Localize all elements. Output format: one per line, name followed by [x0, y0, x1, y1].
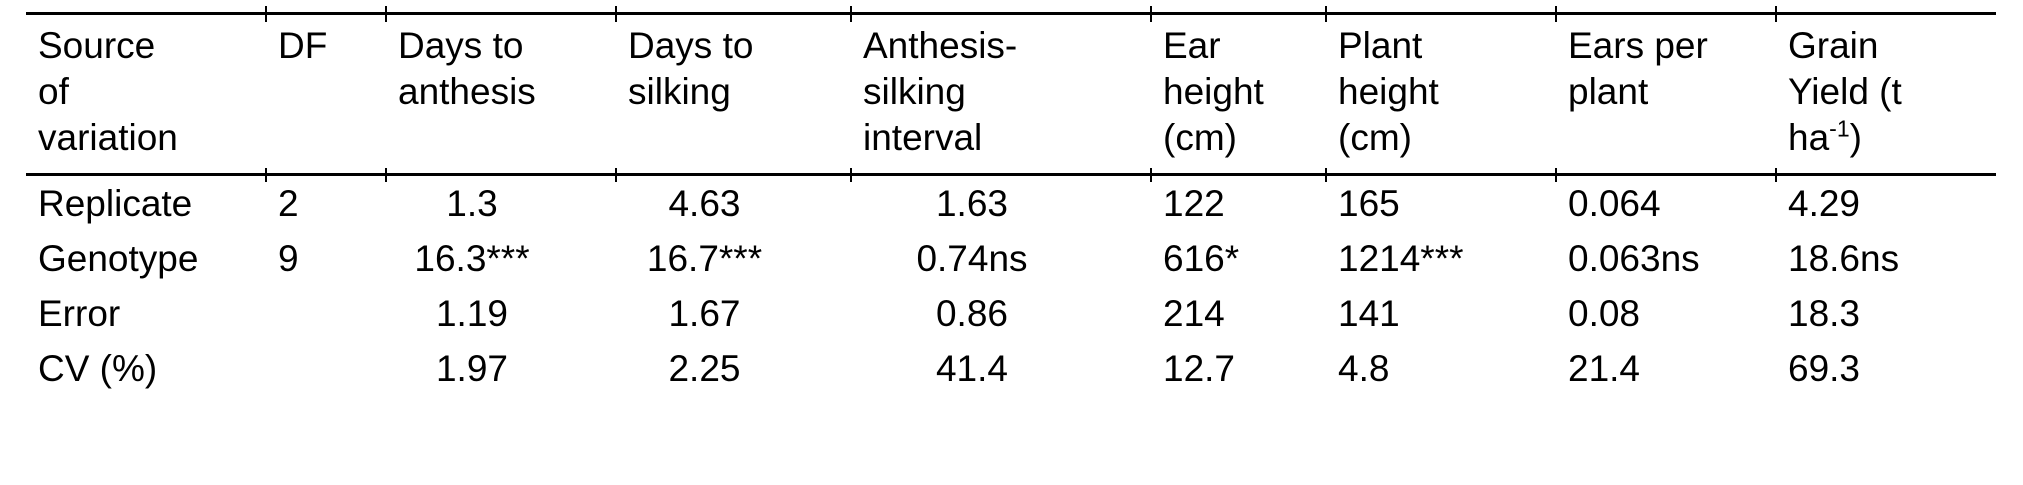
- col-header-days-to-anthesis: Days to anthesis: [385, 4, 616, 175]
- col-header-ears-per-plant: Ears per plant: [1555, 4, 1776, 175]
- table-cell: 0.064: [1555, 166, 1776, 232]
- table-row-cv: CV (%) 1.97 2.25 41.4 12.7 4.8 21.4 69.3: [26, 341, 1996, 396]
- table-cell: 69.3: [1788, 348, 1861, 389]
- table-cell: Replicate: [38, 183, 193, 224]
- table-cell: 165: [1325, 166, 1556, 232]
- anova-table: Source of variation DF Days to anthesis …: [26, 4, 1996, 396]
- table-header-row: Source of variation DF Days to anthesis …: [26, 4, 1996, 175]
- table-cell: 2.25: [668, 348, 741, 389]
- col-header-source-of-variation: Source of variation: [38, 25, 178, 158]
- table-cell: 16.3***: [414, 238, 530, 279]
- col-header-df: DF: [265, 4, 386, 175]
- table-cell: 214: [1163, 293, 1225, 334]
- table-cell: 0.063ns: [1568, 238, 1700, 279]
- table-cell: 4.63: [615, 166, 851, 232]
- table-cell: 1.19: [435, 293, 508, 334]
- table-cell: 1214***: [1338, 238, 1464, 279]
- table-cell: 12.7: [1163, 348, 1236, 389]
- table-cell: Genotype: [38, 238, 199, 279]
- superscript-minus-one: -1: [1829, 115, 1850, 142]
- table-cell: 2: [265, 166, 386, 232]
- table-cell: 1.97: [435, 348, 508, 389]
- table-container: Source of variation DF Days to anthesis …: [26, 4, 1996, 396]
- table-cell: Error: [38, 293, 121, 334]
- col-header-grain-yield: Grain Yield (t ha-1): [1775, 4, 1996, 175]
- table-row-replicate: Replicate 2 1.3 4.63 1.63 122 165 0.064 …: [26, 166, 1996, 232]
- table-cell: 1.63: [850, 166, 1151, 232]
- table-cell: 41.4: [935, 348, 1008, 389]
- table-cell: 122: [1150, 166, 1326, 232]
- grain-yield-label: Grain Yield (t ha-1): [1788, 25, 1902, 158]
- table-cell: 0.74ns: [916, 238, 1028, 279]
- table-cell: 1.3: [385, 166, 616, 232]
- col-header-anthesis-silking-interval: Anthesis-silking interval: [850, 4, 1151, 175]
- table-cell: 1.67: [668, 293, 741, 334]
- col-header-ear-height: Ear height (cm): [1150, 4, 1326, 175]
- table-row-error: Error 1.19 1.67 0.86 214 141 0.08 18.3: [26, 286, 1996, 341]
- table-cell: 16.7***: [646, 238, 763, 279]
- table-cell: 4.29: [1775, 166, 1996, 232]
- table-cell: 0.08: [1568, 293, 1641, 334]
- table-cell: 616*: [1163, 238, 1240, 279]
- table-cell: 9: [278, 238, 299, 279]
- table-row-genotype: Genotype 9 16.3*** 16.7*** 0.74ns 616* 1…: [26, 231, 1996, 286]
- table-cell: 0.86: [935, 293, 1008, 334]
- table-cell: 4.8: [1338, 348, 1390, 389]
- table-cell: 141: [1338, 293, 1400, 334]
- table-cell: 21.4: [1568, 348, 1641, 389]
- table-cell: 18.6ns: [1788, 238, 1900, 279]
- col-header-plant-height: Plant height (cm): [1325, 4, 1556, 175]
- table-cell: CV (%): [38, 348, 158, 389]
- table-cell: [266, 341, 386, 396]
- col-header-days-to-silking: Days to silking: [615, 4, 851, 175]
- table-cell: 18.3: [1788, 293, 1861, 334]
- table-cell: [266, 286, 386, 341]
